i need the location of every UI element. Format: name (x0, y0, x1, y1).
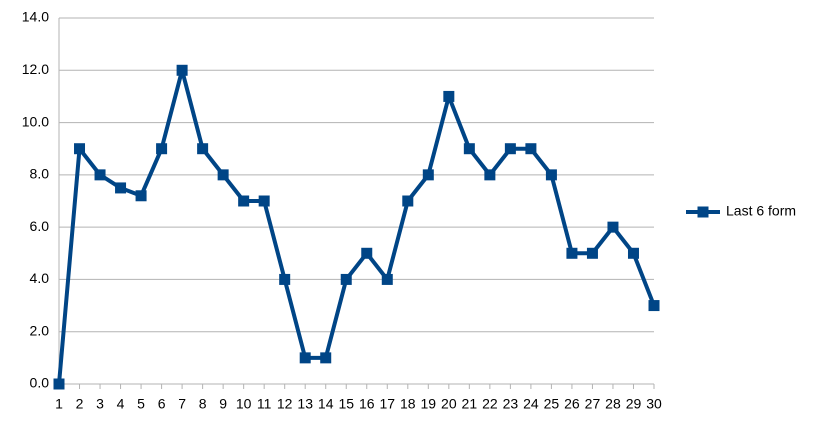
x-tick-label: 18 (400, 396, 416, 412)
y-tick-label: 4.0 (30, 270, 50, 286)
marker (238, 195, 250, 207)
marker (648, 300, 660, 312)
x-tick-label: 9 (219, 396, 227, 412)
x-tick-label: 3 (96, 396, 104, 412)
marker (279, 273, 291, 285)
y-tick-label: 2.0 (30, 322, 50, 338)
x-tick-label: 28 (605, 396, 621, 412)
x-tick-label: 19 (421, 396, 437, 412)
x-tick-label: 10 (236, 396, 252, 412)
marker (217, 169, 229, 181)
marker (422, 169, 434, 181)
marker (156, 143, 168, 155)
marker (484, 169, 496, 181)
marker (607, 221, 619, 233)
marker (361, 247, 373, 259)
marker (381, 273, 393, 285)
x-tick-label: 14 (318, 396, 334, 412)
legend-label: Last 6 form (726, 203, 796, 219)
marker (566, 247, 578, 259)
marker (586, 247, 598, 259)
x-tick-label: 16 (359, 396, 375, 412)
x-tick-label: 8 (199, 396, 207, 412)
y-tick-label: 14.0 (22, 9, 49, 25)
x-tick-label: 21 (462, 396, 478, 412)
x-tick-label: 15 (338, 396, 354, 412)
x-tick-label: 29 (626, 396, 642, 412)
x-tick-label: 12 (277, 396, 293, 412)
x-tick-label: 20 (441, 396, 457, 412)
x-tick-label: 5 (137, 396, 145, 412)
marker (340, 273, 352, 285)
x-tick-label: 24 (523, 396, 539, 412)
series-line (57, 68, 656, 385)
marker (463, 143, 475, 155)
marker (197, 143, 209, 155)
marker (176, 64, 188, 76)
y-tick-label: 8.0 (30, 166, 50, 182)
marker (115, 182, 127, 194)
marker (320, 352, 332, 364)
marker (443, 90, 455, 102)
x-tick-label: 26 (564, 396, 580, 412)
x-tick-label: 7 (178, 396, 186, 412)
marker (94, 169, 106, 181)
x-tick-label: 4 (117, 396, 125, 412)
x-tick-label: 17 (379, 396, 395, 412)
marker (627, 247, 639, 259)
marker (402, 195, 414, 207)
marker (74, 143, 86, 155)
y-tick-label: 0.0 (30, 375, 50, 391)
x-tick-label: 13 (297, 396, 313, 412)
marker (135, 190, 147, 202)
x-tick-label: 23 (503, 396, 519, 412)
x-tick-label: 6 (158, 396, 166, 412)
x-tick-label: 11 (257, 396, 272, 412)
y-tick-label: 12.0 (22, 61, 49, 77)
marker (545, 169, 557, 181)
marker (258, 195, 270, 207)
x-tick-label: 25 (544, 396, 560, 412)
marker (525, 143, 537, 155)
marker (53, 378, 65, 390)
x-tick-label: 1 (55, 396, 63, 412)
marker (299, 352, 311, 364)
y-tick-label: 6.0 (30, 218, 50, 234)
legend-marker (697, 206, 709, 218)
y-tick-label: 10.0 (22, 113, 49, 129)
x-tick-label: 27 (585, 396, 601, 412)
x-tick-label: 30 (646, 396, 662, 412)
x-tick-label: 22 (482, 396, 498, 412)
x-tick-label: 2 (76, 396, 84, 412)
marker (504, 143, 516, 155)
